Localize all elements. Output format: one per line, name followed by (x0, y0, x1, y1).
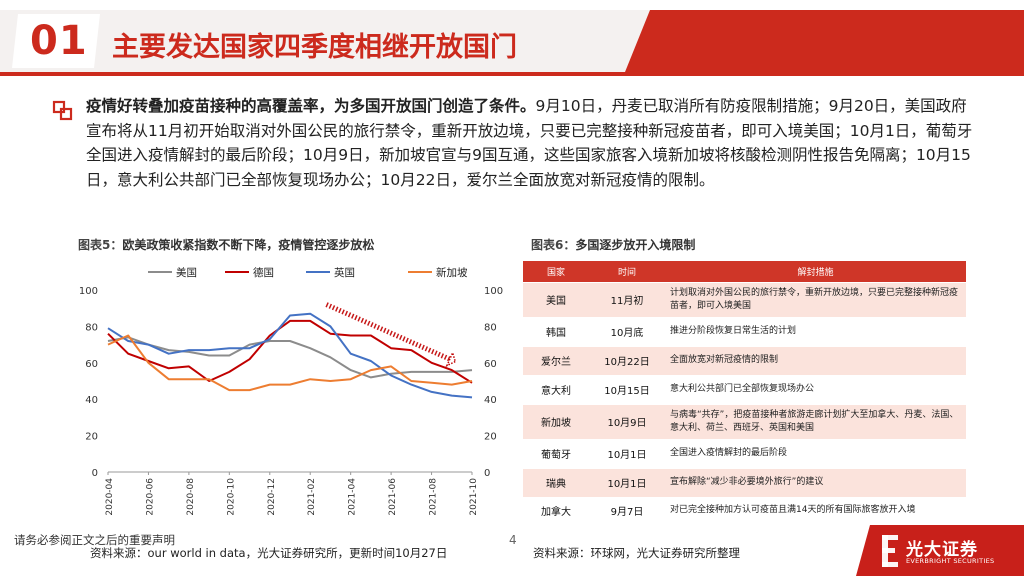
column-header: 国家 (523, 261, 589, 283)
series-line-1 (107, 319, 473, 384)
disclaimer-note: 请务必参阅正文之后的重要声明 (14, 533, 175, 547)
trend-arrow-head (445, 350, 457, 368)
figure5-source: 资料来源：our world in data，光大证券研究所，更新时间10月27… (90, 546, 448, 560)
date-cell: 10月9日 (589, 404, 665, 440)
measure-cell: 推进分阶段恢复日常生活的计划 (665, 317, 966, 347)
body-paragraph: 疫情好转叠加疫苗接种的高覆盖率，为多国开放国门创造了条件。9月10日，丹麦已取消… (86, 94, 976, 192)
x-tick-label: 2020-04 (105, 478, 115, 516)
date-cell: 10月1日 (589, 468, 665, 498)
table-row: 韩国 10月底 推进分阶段恢复日常生活的计划 (523, 317, 966, 347)
x-tick-label: 2021-04 (348, 478, 358, 516)
brand-name-en: EVERBRIGHT SECURITIES (906, 557, 995, 565)
country-cell: 意大利 (523, 375, 589, 405)
figure5-label: 图表5： (78, 238, 123, 252)
y-tick-label-right: 0 (484, 468, 490, 479)
figure6-source: 资料来源：环球网，光大证券研究所整理 (533, 546, 740, 560)
y-tick-label-right: 80 (484, 322, 497, 333)
date-cell: 10月22日 (589, 346, 665, 376)
x-tick-label: 2021-08 (429, 478, 439, 516)
policy-index-chart: 0 0 20 20 40 40 60 60 80 80 100 100 2020-04 2020-06 20… (79, 266, 503, 516)
figure6-label: 图表6： (531, 238, 576, 252)
y-tick-label-left: 20 (85, 432, 98, 443)
table-row: 瑞典 10月1日 宣布解除“减少非必要境外旅行”的建议 (523, 468, 966, 498)
measure-cell: 全国进入疫情解封的最后阶段 (665, 439, 966, 469)
table-row: 爱尔兰 10月22日 全面放宽对新冠疫情的限制 (523, 346, 966, 376)
series-line-2 (107, 312, 473, 399)
country-cell: 美国 (523, 282, 589, 318)
legend-label: 德国 (253, 266, 274, 279)
column-header: 解封措施 (665, 261, 966, 283)
legend-label: 新加坡 (436, 266, 468, 279)
x-tick-label: 2020-08 (186, 478, 196, 516)
date-cell: 10月15日 (589, 375, 665, 405)
legend-label: 英国 (334, 266, 355, 279)
table-row: 葡萄牙 10月1日 全国进入疫情解封的最后阶段 (523, 439, 966, 469)
y-tick-label-right: 40 (484, 395, 497, 406)
y-tick-label-left: 0 (92, 468, 98, 479)
square-bullet-icon (52, 100, 73, 121)
figure6-title: 图表6：多国逐步放开入境限制 (531, 236, 695, 253)
figure5-title: 图表5：欧美政策收紧指数不断下降，疫情管控逐步放松 (78, 236, 374, 253)
series-line-3 (107, 334, 473, 392)
column-header: 时间 (589, 261, 665, 283)
country-cell: 瑞典 (523, 468, 589, 498)
section-number: 01 (30, 18, 88, 64)
y-tick-label-left: 100 (79, 286, 98, 297)
x-tick-label: 2020-12 (267, 478, 277, 516)
figure5-caption: 欧美政策收紧指数不断下降，疫情管控逐步放松 (122, 238, 375, 252)
x-tick-label: 2020-10 (226, 478, 236, 516)
measure-cell: 与病毒“共存”，把疫苗接种者旅游走廊计划扩大至加拿大、丹麦、法国、意大利、荷兰、… (665, 404, 966, 440)
country-cell: 新加坡 (523, 404, 589, 440)
y-tick-label-left: 80 (85, 322, 98, 333)
table-row: 加拿大 9月7日 对已完全接种加方认可疫苗且满14天的所有国际旅客放开入境 (523, 497, 966, 525)
date-cell: 10月底 (589, 317, 665, 347)
brand-logo-block (856, 525, 1024, 576)
y-tick-label-right: 100 (484, 286, 503, 297)
measure-cell: 意大利公共部门已全部恢复现场办公 (665, 375, 966, 405)
body-lead: 疫情好转叠加疫苗接种的高覆盖率，为多国开放国门创造了条件。 (86, 97, 536, 115)
x-tick-label: 2021-10 (469, 478, 479, 516)
header-band (0, 10, 1024, 76)
page-header: 01 主要发达国家四季度相继开放国门 (0, 0, 1024, 78)
x-tick-label: 2021-02 (307, 478, 317, 516)
page-number: 4 (509, 533, 517, 547)
country-cell: 韩国 (523, 317, 589, 347)
reopening-table: 国家 时间 解封措施 美国 11月初 计划取消对外国公民的旅行禁令，重新开放边境… (523, 261, 966, 525)
country-cell: 爱尔兰 (523, 346, 589, 376)
x-tick-label: 2021-06 (388, 478, 398, 516)
measure-cell: 对已完全接种加方认可疫苗且满14天的所有国际旅客放开入境 (665, 497, 966, 525)
table-header-row: 国家 时间 解封措施 (523, 261, 966, 283)
body-text: 9月10日，丹麦已取消所有防疫限制措施；9月20日，美国政府宣布将从11月初开始… (86, 97, 973, 189)
figure6-caption: 多国逐步放开入境限制 (575, 238, 696, 252)
page-title: 主要发达国家四季度相继开放国门 (112, 32, 517, 63)
y-tick-label-left: 60 (85, 359, 98, 370)
x-tick-label: 2020-06 (145, 478, 155, 516)
table-row: 美国 11月初 计划取消对外国公民的旅行禁令，重新开放边境，只要已完整接种新冠疫… (523, 282, 966, 318)
date-cell: 9月7日 (589, 497, 665, 525)
country-cell: 加拿大 (523, 497, 589, 525)
legend-label: 美国 (176, 266, 197, 279)
table-row: 意大利 10月15日 意大利公共部门已全部恢复现场办公 (523, 375, 966, 405)
table-row: 新加坡 10月9日 与病毒“共存”，把疫苗接种者旅游走廊计划扩大至加拿大、丹麦、… (523, 404, 966, 440)
measure-cell: 宣布解除“减少非必要境外旅行”的建议 (665, 468, 966, 498)
country-cell: 葡萄牙 (523, 439, 589, 469)
trend-arrow-shaft (325, 302, 451, 362)
measure-cell: 计划取消对外国公民的旅行禁令，重新开放边境，只要已完整接种新冠疫苗者，即可入境美… (665, 282, 966, 318)
series-line-0 (107, 336, 473, 379)
y-tick-label-right: 60 (484, 359, 497, 370)
date-cell: 10月1日 (589, 439, 665, 469)
brand-name: 光大证券 (906, 540, 978, 560)
measure-cell: 全面放宽对新冠疫情的限制 (665, 346, 966, 376)
y-tick-label-left: 40 (85, 395, 98, 406)
date-cell: 11月初 (589, 282, 665, 318)
y-tick-label-right: 20 (484, 432, 497, 443)
